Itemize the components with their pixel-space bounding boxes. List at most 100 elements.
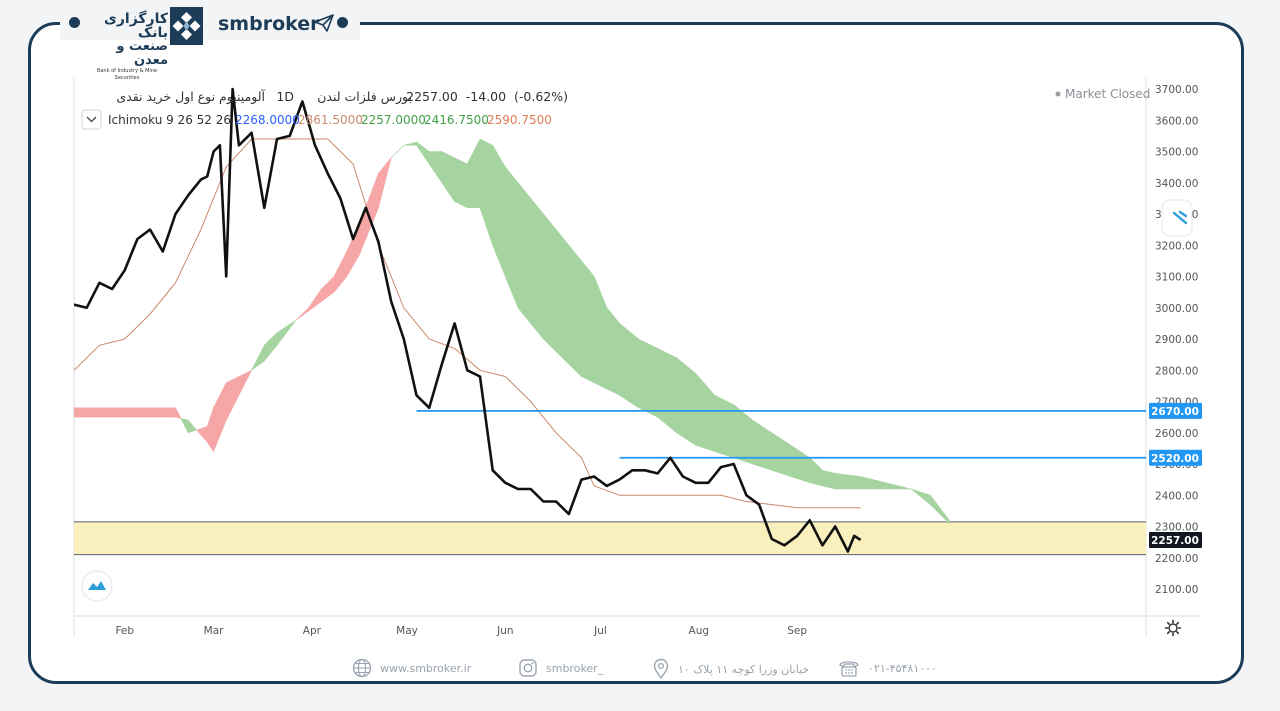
chart-title-exchange: بورس فلزات لندن [317, 89, 412, 105]
kijun-line [74, 138, 861, 509]
cloud-segment-45 [822, 469, 836, 490]
cloud-segment-9 [295, 307, 309, 321]
level-badge-bg [1149, 402, 1202, 419]
indicator-value: 2416.7500 [424, 113, 489, 127]
y-tick-label: 2900.00 [1155, 334, 1198, 346]
frame-dot-left [69, 17, 80, 28]
y-tick-label: 2400.00 [1155, 490, 1198, 502]
cloud-segment-23 [479, 138, 493, 246]
cloud-segment-10 [308, 288, 322, 312]
y-tick-label: 2200.00 [1155, 553, 1198, 565]
status-dot [1055, 91, 1061, 97]
footer-website[interactable]: www.smbroker.ir [352, 658, 471, 678]
cloud-segment-48 [885, 482, 912, 490]
cloud-segment-11 [321, 275, 335, 303]
footer-phone[interactable]: ۰۲۱-۴۵۴۸۱۰۰۰ [838, 658, 937, 678]
frame-header-gap [60, 8, 360, 40]
bank-logo-icon [170, 7, 203, 45]
brand-name: smbroker [218, 13, 320, 35]
cloud-segment-40 [733, 403, 754, 465]
indicator-value: 2268.0000 [235, 113, 300, 127]
support-zone [74, 521, 1146, 555]
cloud-segment-47 [860, 476, 887, 490]
tradingview-logo-icon [88, 581, 106, 590]
y-tick-label: 2600.00 [1155, 428, 1198, 440]
cloud-segment-24 [492, 144, 506, 277]
cloud-segment-49 [911, 488, 931, 506]
cloud-segment-28 [543, 213, 557, 353]
cloud-segment-36 [657, 347, 677, 434]
y-tick-label: 3400.00 [1155, 178, 1198, 190]
x-tick-label: Mar [204, 625, 224, 637]
cloud-segment-20 [441, 151, 455, 203]
cloud-segment-35 [638, 338, 658, 418]
cloud-segment-38 [695, 372, 715, 452]
cloud-segment-22 [466, 138, 481, 209]
cloud-segment-19 [428, 151, 443, 184]
horizontal-levels[interactable] [416, 409, 1146, 459]
time-axis[interactable]: Feb Mar Apr May Jun Jul Aug Sep [115, 625, 807, 637]
cloud-segment-42 [771, 432, 792, 477]
cloud-segment-39 [714, 394, 734, 459]
cloud-segment-16 [390, 145, 405, 158]
indicator-name: Ichimoku 9 26 52 26 [108, 113, 231, 127]
y-tick-label: 3500.00 [1155, 147, 1198, 159]
y-tick-label: 2100.00 [1155, 584, 1198, 596]
footer-website-text: www.smbroker.ir [380, 661, 472, 675]
y-tick-label: 3600.00 [1155, 115, 1198, 127]
y-tick-label: 3000.00 [1155, 303, 1198, 315]
instagram-icon [519, 659, 537, 677]
y-tick-label: 3200.00 [1155, 240, 1198, 252]
cloud-segment-41 [752, 419, 773, 471]
bank-name-line2: صنعت و معدن [116, 39, 168, 68]
settings-gear-icon[interactable] [1164, 619, 1182, 637]
cloud-segment-37 [676, 357, 696, 446]
indicator-value: 2257.0000 [361, 113, 426, 127]
side-tool-tab[interactable] [1161, 199, 1193, 237]
chart-title-symbol: آلومینیوم نوع اول خرید نقدی [116, 89, 265, 105]
cloud-segment-21 [454, 157, 468, 209]
x-tick-label: Apr [303, 625, 322, 637]
footer-instagram[interactable]: smbroker_ [518, 658, 603, 678]
cloud-segment-29 [555, 228, 570, 365]
cloud-segment-5 [225, 369, 253, 421]
pencil-icon [1172, 210, 1188, 225]
cloud-segment-26 [517, 181, 532, 325]
footer-address: خیابان وزرا کوچه ۱۱ پلاک ۱۰ [652, 658, 809, 680]
price-line [74, 87, 862, 553]
telephone-icon [839, 661, 859, 677]
cloud-segment-46 [834, 473, 861, 490]
x-tick-label: Jul [593, 625, 607, 637]
footer-phone-text: ۰۲۱-۴۵۴۸۱۰۰۰ [868, 661, 937, 675]
last-price-badge-bg [1149, 531, 1202, 548]
bank-name: کارگزاری بانک صنعت و معدن Bank of Indust… [86, 12, 168, 82]
tradingview-logo-button[interactable] [81, 570, 113, 602]
indicator-value: 2590.7500 [487, 113, 552, 127]
cloud-segment-32 [593, 276, 608, 390]
cloud-segment-31 [581, 260, 595, 384]
legend-toggle-button[interactable] [81, 109, 102, 130]
y-tick-label: 3100.00 [1155, 272, 1198, 284]
indicator-values: 2268.00002861.50002257.00002416.75002590… [235, 113, 552, 127]
chart-title-interval: 1D [276, 89, 294, 104]
frame-dot-right [337, 17, 348, 28]
price-info: 2257.00 -14.00 (-0.62%) [406, 89, 568, 104]
cloud-segment-6 [251, 345, 265, 371]
footer-instagram-text: smbroker_ [546, 661, 604, 675]
cloud-segment-15 [378, 157, 392, 208]
footer-address-text: خیابان وزرا کوچه ۱۱ پلاک ۱۰ [678, 662, 810, 676]
price-axis[interactable]: 2100.002200.002300.002400.002500.002600.… [1155, 84, 1198, 596]
cloud-segment-25 [505, 166, 519, 308]
bank-name-line1: کارگزاری بانک [104, 11, 168, 41]
y-tick-label: 3700.00 [1155, 84, 1198, 96]
last-price-badge: 2257.00 [1151, 535, 1199, 547]
market-status: Market Closed [1065, 87, 1150, 101]
chevron-down-icon [86, 116, 97, 123]
level-badge: 2670.00 [1151, 406, 1199, 418]
cloud-segment-12 [333, 251, 348, 293]
cloud-segment-3 [206, 407, 214, 453]
cloud-segment-7 [263, 332, 278, 362]
bank-name-en: Bank of Industry & Mine Securities [96, 68, 158, 81]
y-tick-label: 2300.00 [1155, 522, 1198, 534]
